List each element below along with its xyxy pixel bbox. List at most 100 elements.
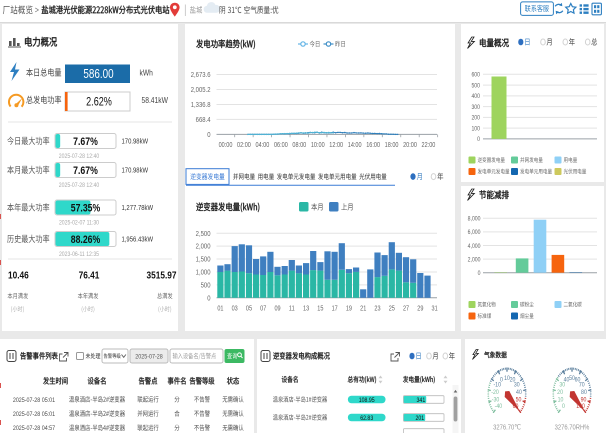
- svg-text:500: 500: [201, 282, 211, 290]
- svg-text:668.4: 668.4: [196, 116, 211, 124]
- svg-text:10: 10: [504, 375, 510, 382]
- svg-text:16:00: 16:00: [366, 141, 380, 149]
- svg-text:18:00: 18:00: [385, 141, 399, 149]
- svg-text:341: 341: [417, 397, 426, 404]
- svg-text:11: 11: [289, 305, 295, 313]
- svg-text:29: 29: [417, 305, 424, 313]
- svg-text:70: 70: [579, 382, 585, 389]
- svg-text:500: 500: [471, 83, 480, 90]
- svg-text:586.00: 586.00: [83, 68, 113, 81]
- svg-text:201: 201: [416, 415, 425, 422]
- svg-text:0: 0: [207, 295, 211, 303]
- svg-text:6,000: 6,000: [468, 230, 481, 237]
- svg-text:3515.97: 3515.97: [147, 270, 177, 282]
- svg-text:2,000: 2,000: [196, 243, 211, 251]
- svg-text:-10: -10: [493, 382, 501, 389]
- svg-text:1,336.8: 1,336.8: [191, 102, 211, 110]
- svg-text:400: 400: [471, 94, 480, 101]
- svg-text:09: 09: [274, 305, 281, 313]
- svg-text:300: 300: [471, 104, 480, 111]
- svg-text:04:00: 04:00: [255, 141, 269, 149]
- svg-text:13: 13: [303, 305, 310, 313]
- svg-text:2,673.6: 2,673.6: [191, 72, 211, 80]
- svg-text:76.41: 76.41: [79, 270, 100, 282]
- svg-text:3276.70℃: 3276.70℃: [493, 424, 521, 432]
- svg-text:7.67%: 7.67%: [73, 165, 98, 177]
- svg-text:170.98kW: 170.98kW: [122, 167, 149, 175]
- svg-text:2,500: 2,500: [196, 230, 211, 238]
- svg-text:kWh: kWh: [140, 68, 153, 78]
- svg-text:600: 600: [471, 72, 480, 79]
- svg-text:03: 03: [232, 305, 239, 313]
- svg-text:88.26%: 88.26%: [71, 234, 101, 246]
- svg-text:10.46: 10.46: [8, 270, 29, 282]
- svg-text:3276.70RH%: 3276.70RH%: [555, 424, 590, 432]
- svg-text:05: 05: [246, 305, 253, 313]
- svg-text:30: 30: [559, 382, 565, 389]
- svg-text:1,956.43kW: 1,956.43kW: [122, 236, 154, 244]
- svg-text:7.67%: 7.67%: [73, 136, 98, 148]
- svg-text:0: 0: [562, 403, 566, 410]
- svg-text:10:00: 10:00: [311, 141, 325, 149]
- svg-text:0: 0: [478, 271, 482, 278]
- svg-text:62.83: 62.83: [360, 415, 374, 422]
- svg-text:20: 20: [510, 377, 516, 384]
- svg-text:25: 25: [389, 305, 396, 313]
- svg-text:1,500: 1,500: [196, 256, 211, 264]
- svg-text:2023-06-11 12:35: 2023-06-11 12:35: [59, 252, 99, 259]
- svg-text:-30: -30: [492, 397, 500, 404]
- svg-text:2025-07-28 12:40: 2025-07-28 12:40: [59, 183, 100, 190]
- svg-text:06:00: 06:00: [274, 141, 288, 149]
- svg-text:50: 50: [569, 375, 575, 382]
- svg-text:27: 27: [403, 305, 410, 313]
- svg-text:40: 40: [516, 389, 522, 396]
- svg-text:20: 20: [557, 389, 563, 396]
- svg-text:07: 07: [260, 305, 267, 313]
- svg-text:8,000: 8,000: [468, 216, 481, 223]
- svg-text:17: 17: [332, 305, 339, 313]
- svg-text:80: 80: [581, 389, 587, 396]
- svg-text:08:00: 08:00: [292, 141, 306, 149]
- svg-text:19: 19: [346, 305, 353, 313]
- svg-text:57.35%: 57.35%: [71, 203, 101, 215]
- svg-text:2025-07-28 12:40: 2025-07-28 12:40: [59, 154, 100, 161]
- svg-text:2025-07-28 05:01: 2025-07-28 05:01: [13, 396, 56, 404]
- svg-text:50: 50: [516, 397, 522, 404]
- svg-text:2,000: 2,000: [468, 257, 481, 264]
- svg-text:0: 0: [477, 137, 481, 144]
- svg-text:21: 21: [360, 305, 367, 313]
- svg-text:>: >: [35, 5, 39, 15]
- svg-text:-20: -20: [491, 389, 499, 396]
- svg-text:23: 23: [374, 305, 381, 313]
- svg-text:1,000: 1,000: [196, 269, 211, 277]
- svg-text:90: 90: [581, 397, 587, 404]
- svg-text:12:00: 12:00: [329, 141, 343, 149]
- svg-text:2.62%: 2.62%: [86, 97, 112, 109]
- svg-text:58.41kW: 58.41kW: [142, 95, 169, 105]
- svg-text:0: 0: [207, 131, 211, 139]
- svg-text:-40: -40: [495, 403, 503, 410]
- svg-text:108.95: 108.95: [359, 397, 376, 404]
- svg-text:0: 0: [500, 377, 504, 384]
- svg-text:14:00: 14:00: [348, 141, 362, 149]
- svg-text:30: 30: [514, 382, 520, 389]
- svg-text:2,005.2: 2,005.2: [191, 87, 211, 95]
- svg-text:31: 31: [432, 305, 439, 313]
- svg-text:4,000: 4,000: [468, 243, 481, 250]
- svg-text:2025-07-28: 2025-07-28: [135, 353, 163, 361]
- svg-text:2025-07-28 05:01: 2025-07-28 05:01: [13, 410, 56, 418]
- svg-text:10: 10: [558, 397, 564, 404]
- svg-text:1,277.78kW: 1,277.78kW: [122, 205, 154, 213]
- svg-text:02:00: 02:00: [237, 141, 251, 149]
- svg-text:40: 40: [564, 377, 570, 384]
- svg-text:00:00: 00:00: [219, 141, 233, 149]
- svg-text:170.98kW: 170.98kW: [122, 138, 149, 146]
- svg-text:15: 15: [317, 305, 324, 313]
- svg-text:2025-02-07 11:30: 2025-02-07 11:30: [59, 220, 100, 227]
- svg-text:2025-07-28 04:57: 2025-07-28 04:57: [13, 425, 56, 433]
- svg-text:01: 01: [217, 305, 224, 313]
- svg-text:20:00: 20:00: [403, 141, 417, 149]
- svg-text:100: 100: [471, 126, 480, 133]
- svg-text:60: 60: [575, 377, 581, 384]
- svg-text:200: 200: [471, 115, 480, 122]
